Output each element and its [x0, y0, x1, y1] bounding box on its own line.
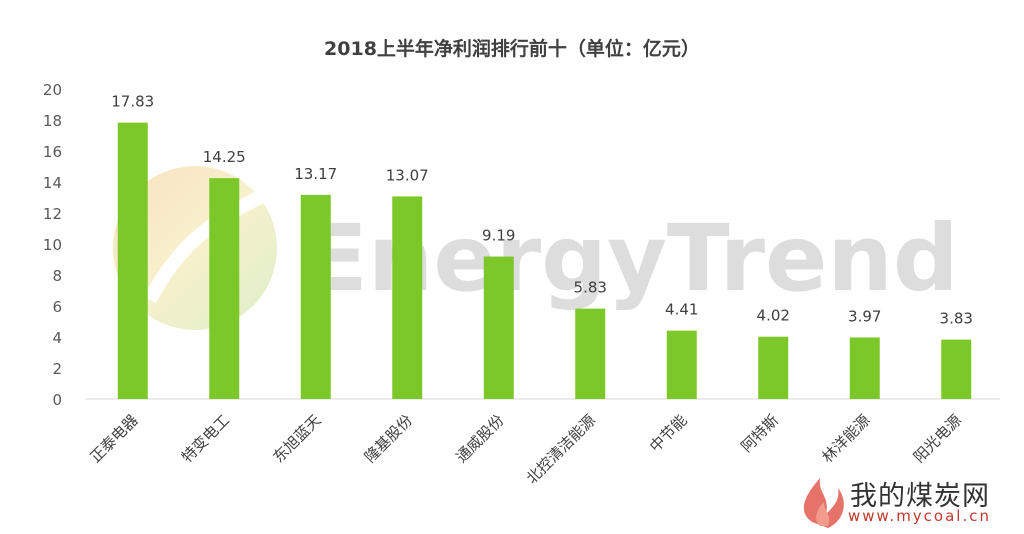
- value-label: 4.02: [757, 307, 790, 325]
- value-label: 17.83: [111, 93, 154, 111]
- category-label: 阳光电源: [910, 411, 965, 466]
- flame-logo-icon: [803, 478, 844, 528]
- bars: [117, 122, 972, 399]
- category-label: 阿特斯: [738, 411, 783, 456]
- value-label: 9.19: [482, 227, 515, 245]
- y-tick-label: 8: [52, 267, 62, 285]
- category-label: 林洋能源: [818, 411, 873, 466]
- value-labels: 17.83 14.25 13.17 13.07 9.19 5.83 4.41 4.02 3.97…: [111, 93, 973, 328]
- chart-title: 2018上半年净利润排行前十（单位：亿元）: [324, 38, 700, 60]
- value-label: 14.25: [203, 148, 246, 166]
- value-label: 13.07: [386, 166, 429, 184]
- value-label: 3.97: [848, 307, 881, 325]
- y-tick-label: 10: [43, 236, 62, 254]
- y-tick-label: 6: [52, 298, 62, 316]
- category-label: 正泰电器: [86, 411, 141, 466]
- source-url: www.mycoal.cn: [848, 507, 991, 525]
- bar: [117, 122, 148, 399]
- y-tick-label: 12: [43, 205, 62, 223]
- bar: [849, 337, 880, 399]
- y-tick-label: 2: [52, 360, 62, 378]
- category-label: 东旭蓝天: [269, 411, 324, 466]
- bar: [209, 178, 240, 399]
- bar: [392, 196, 423, 399]
- y-tick-label: 16: [43, 143, 62, 161]
- y-tick-label: 14: [43, 174, 62, 192]
- y-tick-label: 18: [43, 112, 62, 130]
- category-label: 隆基股份: [361, 411, 416, 466]
- category-label: 通威股份: [452, 411, 507, 466]
- value-label: 5.83: [574, 279, 607, 297]
- y-tick-label: 4: [52, 329, 62, 347]
- bar: [941, 339, 972, 399]
- bar: [758, 336, 789, 399]
- value-label: 3.83: [940, 310, 973, 328]
- bar: [300, 194, 331, 399]
- source-name: 我的煤炭网: [850, 481, 990, 512]
- bar: [483, 256, 514, 399]
- category-label: 北控清洁能源: [523, 411, 599, 487]
- category-label: 特变电工: [178, 411, 233, 466]
- y-tick-label: 0: [52, 391, 62, 409]
- category-label: 中节能: [646, 411, 691, 456]
- bar: [666, 330, 697, 399]
- y-axis: 0 2 4 6 8 10 12 14 16 18 20: [43, 81, 1000, 409]
- value-label: 4.41: [665, 301, 698, 319]
- bar: [575, 308, 606, 399]
- y-tick-label: 20: [43, 81, 62, 99]
- value-label: 13.17: [294, 165, 337, 183]
